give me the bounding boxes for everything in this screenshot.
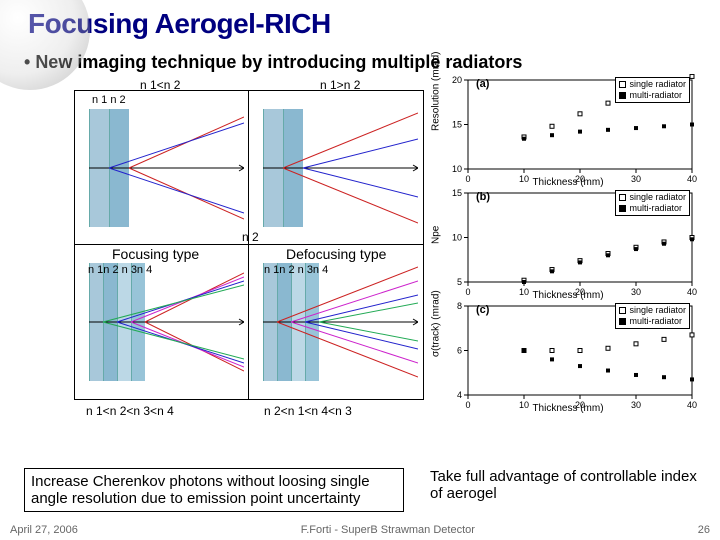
legend-multi: multi-radiator [629,90,682,101]
scatter-panel-stack: Resolution (mrad) (a) single radiator mu… [438,74,698,413]
legend-single-c: single radiator [629,305,686,316]
svg-text:10: 10 [519,400,529,410]
rays-defocusing-2 [263,109,418,227]
bullet-main: New imaging technique by introducing mul… [0,40,720,73]
callout-left: Increase Cherenkov photons without loosi… [24,468,404,512]
label-bl-order: n 1<n 2<n 3<n 4 [86,404,174,418]
ylabel-c: σ(track) (mrad) [431,290,442,357]
footer-date: April 27, 2006 [10,524,78,536]
decorative-sphere [0,0,90,90]
svg-text:4: 4 [457,390,462,400]
slide: Focusing Aerogel-RICH New imaging techni… [0,0,720,540]
svg-text:15: 15 [452,188,462,198]
panel-tag-c: (c) [476,304,489,316]
callout-right: Take full advantage of controllable inde… [430,468,700,502]
svg-text:0: 0 [465,174,470,184]
panel-tag-a: (a) [476,78,489,90]
svg-text:0: 0 [465,400,470,410]
svg-text:30: 30 [631,400,641,410]
scatter-panel-a: Resolution (mrad) (a) single radiator mu… [438,74,698,187]
svg-text:40: 40 [687,287,697,297]
diagram-grid [74,90,424,400]
svg-text:5: 5 [457,277,462,287]
svg-text:30: 30 [631,174,641,184]
legend-multi-c: multi-radiator [629,316,682,327]
legend-b: single radiator multi-radiator [615,190,690,216]
caption-defocusing: Defocusing type [286,246,386,262]
svg-text:30: 30 [631,287,641,297]
xlabel-c: Thickness (mm) [532,403,603,414]
footer-page: 26 [698,524,710,536]
label-br-order: n 2<n 1<n 4<n 3 [264,404,352,418]
footer: April 27, 2006 F.Forti - SuperB Strawman… [0,524,720,536]
svg-text:15: 15 [452,120,462,130]
plots-column: Resolution (mrad) (a) single radiator mu… [434,82,704,480]
legend-single: single radiator [629,79,686,90]
label-tl-sub: n 1 n 2 [92,94,126,106]
pane-defocusing-2layer [249,91,423,245]
label-n2-floater: n 2 [242,230,259,244]
svg-text:6: 6 [457,346,462,356]
svg-text:10: 10 [452,164,462,174]
pane-focusing-2layer [75,91,249,245]
content-row: n 1<n 2 n 1 n 2 n 1>n 2 n 2 Focusing typ… [24,82,710,480]
scatter-panel-b: Npe (b) single radiator multi-radiator 0… [438,187,698,300]
svg-text:20: 20 [452,75,462,85]
ylabel-a: Resolution (mrad) [431,51,442,130]
svg-text:0: 0 [465,287,470,297]
svg-text:10: 10 [519,174,529,184]
rays-focusing-4 [89,263,244,381]
label-tr-main: n 1>n 2 [320,78,360,92]
ylabel-b: Npe [431,225,442,243]
legend-multi-b: multi-radiator [629,203,682,214]
panel-tag-b: (b) [476,191,490,203]
svg-text:8: 8 [457,301,462,311]
scatter-panel-c: σ(track) (mrad) (c) single radiator mult… [438,300,698,413]
rays-defocusing-4 [263,263,418,381]
label-tl-main: n 1<n 2 [140,78,180,92]
svg-text:10: 10 [452,233,462,243]
rays-focusing-2 [89,109,244,227]
caption-focusing: Focusing type [112,246,199,262]
legend-a: single radiator multi-radiator [615,77,690,103]
svg-text:10: 10 [519,287,529,297]
legend-c: single radiator multi-radiator [615,303,690,329]
svg-text:40: 40 [687,400,697,410]
svg-text:40: 40 [687,174,697,184]
footer-center: F.Forti - SuperB Strawman Detector [301,524,475,536]
slide-title: Focusing Aerogel-RICH [0,0,720,40]
label-br-main: n 1n 2 n 3n 4 [264,264,328,276]
legend-single-b: single radiator [629,192,686,203]
label-bl-main: n 1n 2 n 3n 4 [88,264,152,276]
diagram-column: n 1<n 2 n 1 n 2 n 1>n 2 n 2 Focusing typ… [24,82,434,480]
